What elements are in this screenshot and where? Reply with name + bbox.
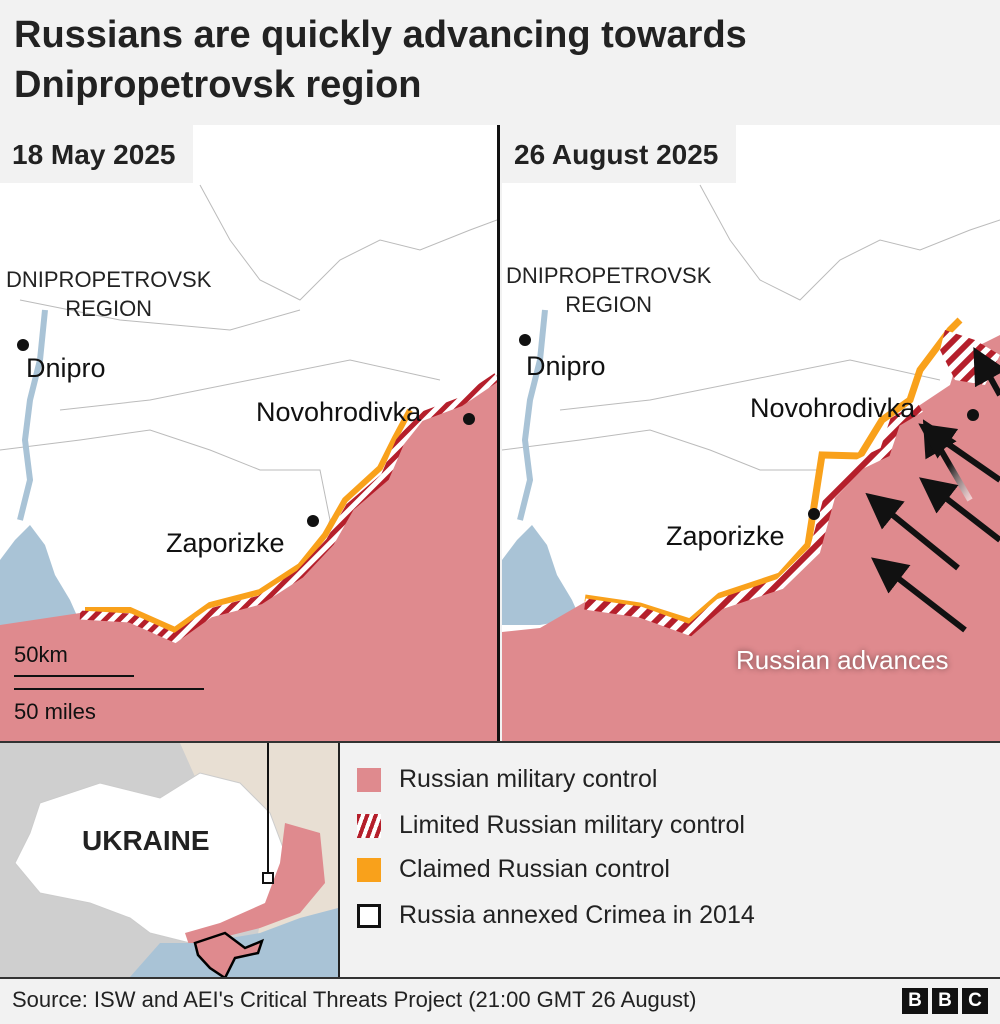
- advance-arrow: [973, 347, 1000, 397]
- region-label: DNIPROPETROVSK REGION: [6, 265, 211, 323]
- city-label-zaporizke: Zaporizke: [166, 528, 285, 558]
- title-line-2: Dnipropetrovsk region: [14, 64, 422, 106]
- advance-arrows-group: [865, 347, 1000, 633]
- advance-arrow: [918, 423, 1000, 483]
- limited-control-swatch: [357, 813, 381, 838]
- logo-letter: B: [902, 988, 928, 1014]
- pointer-box: [262, 872, 274, 884]
- claimed-control-line: [85, 408, 413, 634]
- russian-advances-label: Russian advances: [736, 645, 949, 675]
- city-label-dnipro: Dnipro: [26, 353, 106, 383]
- borders: [502, 184, 1000, 471]
- limited-control-line: [79, 373, 497, 644]
- scale-km-bar: [14, 675, 134, 677]
- region-label-line: REGION: [565, 292, 653, 317]
- bbc-logo: B B C: [902, 988, 988, 1014]
- claimed-control-line: [584, 317, 963, 626]
- map-august-2025: 26 August 2025 DNIPROPETROVSK REGION Dni…: [502, 125, 1000, 741]
- locator-svg: [0, 743, 338, 977]
- legend-section: UKRAINE Russian military control Limited…: [0, 741, 1000, 979]
- zaporizke-dot: [808, 508, 820, 520]
- map-may-2025: 18 May 2025 DNIPROPETROVSK REGION Dnipro…: [0, 125, 497, 741]
- dnieper-river: [517, 309, 548, 521]
- novohrodivka-dot: [967, 409, 979, 421]
- city-label-novohrodivka: Novohrodivka: [256, 397, 422, 427]
- borders: [0, 184, 497, 546]
- legend-label: Russian military control: [399, 765, 658, 793]
- scale-km-label: 50km: [14, 642, 68, 667]
- map-divider: [497, 125, 500, 741]
- date-label: 18 May 2025: [0, 125, 194, 183]
- advance-arrow: [919, 477, 1000, 543]
- crimea-outline: [193, 931, 265, 977]
- city-label-dnipro: Dnipro: [526, 351, 606, 381]
- russian-control-area: [502, 335, 1000, 741]
- crimea-swatch: [357, 903, 381, 928]
- dnipro-dot: [17, 339, 29, 351]
- date-label: 26 August 2025: [502, 125, 737, 183]
- kakhovka-water: [502, 525, 580, 625]
- kakhovka-water: [0, 525, 78, 625]
- region-label: DNIPROPETROVSK REGION: [506, 261, 711, 319]
- map-left-svg: [0, 184, 497, 741]
- source-note: Source: ISW and AEI's Critical Threats P…: [12, 987, 697, 1012]
- map-right-svg: [502, 184, 1000, 741]
- legend-crimea: Russia annexed Crimea in 2014: [357, 901, 755, 930]
- scale-miles-label: 50 miles: [14, 699, 96, 724]
- zaporizke-dot: [307, 515, 319, 527]
- legend-label: Limited Russian military control: [399, 811, 745, 839]
- city-label-zaporizke: Zaporizke: [666, 521, 785, 551]
- logo-letter: C: [962, 988, 988, 1014]
- ukraine-label: UKRAINE: [82, 825, 210, 856]
- scale-miles-bar: [14, 688, 204, 690]
- region-label-line: DNIPROPETROVSK: [6, 267, 212, 292]
- city-label-novohrodivka: Novohrodivka: [750, 393, 916, 423]
- claimed-control-swatch: [357, 857, 381, 882]
- dnipro-dot: [519, 334, 531, 346]
- legend-label: Claimed Russian control: [399, 855, 670, 883]
- legend-russian-control: Russian military control: [357, 765, 657, 794]
- title-line-1: Russians are quickly advancing towards: [14, 14, 747, 56]
- ukraine-locator-map: UKRAINE: [0, 743, 340, 977]
- legend-label: Russia annexed Crimea in 2014: [399, 901, 755, 929]
- region-label-line: REGION: [65, 296, 153, 321]
- region-label-line: DNIPROPETROVSK: [506, 263, 712, 288]
- advance-arrow: [865, 492, 960, 571]
- legend-claimed-control: Claimed Russian control: [357, 855, 670, 884]
- advance-arrow: [871, 557, 967, 633]
- russian-control-area: [0, 375, 497, 741]
- occupied-area: [185, 823, 325, 948]
- limited-control-line: [584, 402, 923, 637]
- russian-control-swatch: [357, 767, 381, 792]
- logo-letter: B: [932, 988, 958, 1014]
- page-title: Russians are quickly advancing towards D…: [14, 10, 747, 110]
- dnieper-river: [17, 309, 48, 521]
- legend-limited-control: Limited Russian military control: [357, 811, 745, 840]
- novohrodivka-dot: [463, 413, 475, 425]
